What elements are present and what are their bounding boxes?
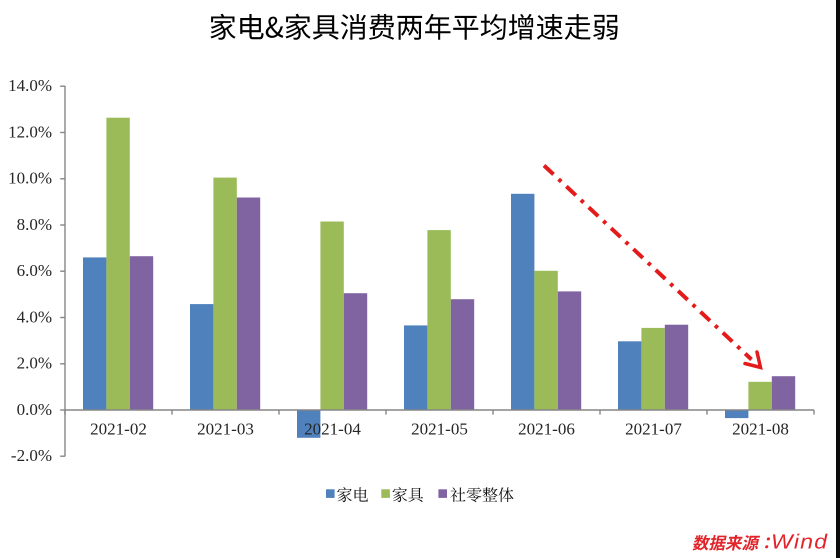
svg-text:10.0%: 10.0% — [8, 169, 52, 188]
svg-text:4.0%: 4.0% — [17, 307, 52, 326]
svg-text:2021-08: 2021-08 — [732, 420, 789, 439]
svg-text:0.0%: 0.0% — [17, 400, 52, 419]
svg-text:2021-05: 2021-05 — [411, 420, 468, 439]
svg-text:8.0%: 8.0% — [17, 215, 52, 234]
svg-text:2.0%: 2.0% — [17, 354, 52, 373]
svg-text:2021-04: 2021-04 — [304, 420, 361, 439]
svg-text:12.0%: 12.0% — [8, 122, 52, 141]
svg-text:14.0%: 14.0% — [8, 76, 52, 95]
svg-text:-2.0%: -2.0% — [11, 446, 52, 465]
svg-text:2021-02: 2021-02 — [90, 420, 147, 439]
svg-text:2021-06: 2021-06 — [518, 420, 575, 439]
svg-text:2021-03: 2021-03 — [197, 420, 254, 439]
svg-text:2021-07: 2021-07 — [625, 420, 682, 439]
svg-text:6.0%: 6.0% — [17, 261, 52, 280]
